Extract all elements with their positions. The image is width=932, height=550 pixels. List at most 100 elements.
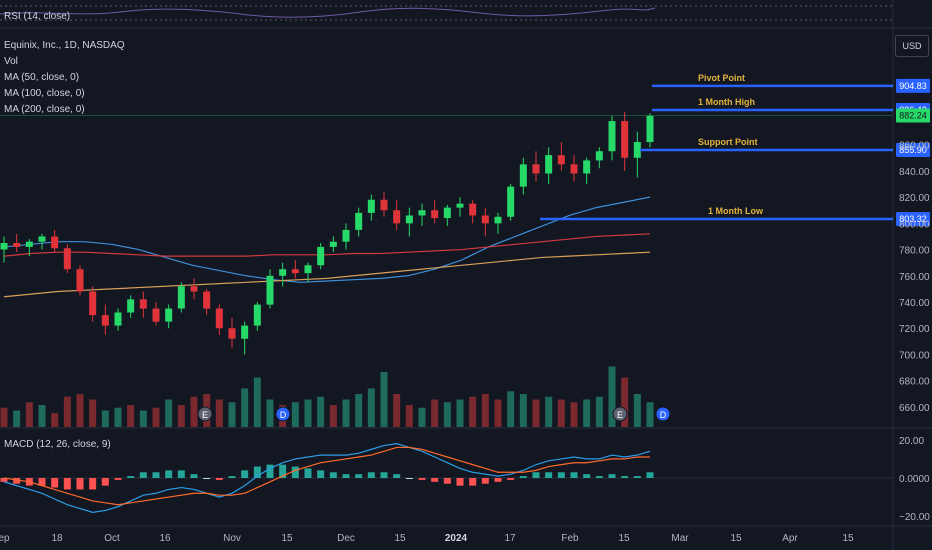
candle-body — [355, 212, 363, 230]
indicator-ma50[interactable]: MA (50, close, 0) — [4, 72, 79, 83]
candle-body — [583, 160, 591, 174]
macd-histogram-bar — [595, 476, 603, 478]
time-tick: Dec — [337, 533, 355, 544]
volume-bar — [228, 402, 236, 427]
candle-body — [519, 164, 527, 187]
candle-body — [380, 199, 388, 211]
macd-line — [3, 443, 651, 513]
macd-histogram-bar — [51, 478, 59, 488]
candle-body — [76, 269, 84, 292]
1-month-low-label: 1 Month Low — [708, 206, 764, 216]
volume-bar — [127, 405, 135, 427]
time-tick: 16 — [159, 533, 171, 544]
macd-histogram-bar — [469, 478, 477, 486]
signal-line — [3, 446, 650, 506]
macd-label: MACD (12, 26, close, 9) — [4, 439, 111, 450]
candle-body — [329, 241, 337, 247]
macd-histogram-bar — [519, 476, 527, 478]
volume-bar — [519, 394, 527, 427]
time-tick: Oct — [104, 533, 120, 544]
macd-histogram-bar — [342, 474, 350, 478]
earnings-badge[interactable] — [612, 406, 628, 422]
volume-bar — [0, 407, 8, 427]
macd-histogram-bar — [507, 478, 515, 480]
time-tick: 17 — [504, 533, 516, 544]
candle-body — [393, 210, 401, 224]
volume-bar — [215, 399, 223, 427]
volume-bar — [443, 402, 451, 427]
macd-histogram-bar — [380, 472, 388, 478]
macd-histogram-bar — [405, 478, 413, 479]
candle-body — [13, 243, 21, 247]
volume-bar — [393, 394, 401, 427]
macd-histogram-bar — [127, 476, 135, 478]
support-point-label: Support Point — [698, 137, 758, 147]
candle-body — [241, 325, 249, 339]
support-point-value: 855.90 — [899, 145, 927, 155]
price-tick: 800.00 — [899, 219, 930, 230]
candle-body — [203, 291, 211, 309]
macd-histogram-bar — [481, 478, 489, 484]
badge-letter: E — [202, 410, 208, 420]
volume-bar — [139, 410, 147, 427]
time-tick: 15 — [618, 533, 630, 544]
candle-body — [291, 269, 299, 274]
candlesticks — [0, 111, 654, 355]
macd-histogram-bar — [393, 474, 401, 478]
rsi-line — [0, 7, 656, 18]
time-axis[interactable]: ep 18 Oct 16 Nov 15 Dec 15 2024 17 Feb 15 Mar 15 Apr 15 — [0, 533, 854, 544]
macd-histogram-bar — [329, 472, 337, 478]
macd-histogram-bar — [557, 472, 565, 478]
macd-histogram-bar — [646, 472, 654, 478]
price-tick: 720.00 — [899, 324, 930, 335]
volume-bar — [557, 399, 565, 427]
moving-averages — [3, 196, 651, 298]
indicator-ma100[interactable]: MA (100, close, 0) — [4, 88, 85, 99]
candle-body — [253, 304, 261, 326]
indicator-ma200[interactable]: MA (200, close, 0) — [4, 104, 85, 115]
earnings-badge[interactable] — [197, 406, 213, 422]
currency-button[interactable]: USD — [895, 35, 929, 57]
candle-body — [532, 164, 540, 174]
support-point-tag — [896, 143, 930, 158]
macd-histogram-bar — [89, 478, 97, 490]
candle-body — [51, 236, 59, 249]
volume-bar — [304, 399, 312, 427]
candle-body — [190, 286, 198, 292]
volume-bar — [89, 399, 97, 427]
candle-body — [266, 275, 274, 305]
dividend-badge[interactable] — [655, 406, 671, 422]
macd-histogram-bar — [152, 472, 160, 478]
price-tick: 820.00 — [899, 193, 930, 204]
macd-histogram-bar — [418, 478, 426, 480]
last-price-value: 882.24 — [899, 111, 927, 121]
volume-bar — [190, 396, 198, 427]
candle-body — [557, 155, 565, 165]
badge-letter: E — [617, 410, 623, 420]
dividend-badge[interactable] — [275, 406, 291, 422]
candle-body — [456, 203, 464, 208]
candle-body — [507, 186, 515, 217]
macd-histogram-bar — [583, 474, 591, 478]
macd-histogram-bar — [266, 464, 274, 478]
volume-bar — [545, 396, 553, 427]
rsi-label: RSI (14, close) — [4, 11, 70, 22]
ma100-line — [3, 233, 651, 257]
indicator-vol[interactable]: Vol — [4, 56, 18, 67]
badge-letter: D — [660, 410, 667, 420]
volume-bar — [38, 405, 46, 427]
volume-bar — [253, 377, 261, 427]
price-axis[interactable]: 860.00 840.00 820.00 800.00 780.00 760.00 740.… — [899, 141, 930, 414]
1-month-low-value: 803.32 — [899, 214, 927, 224]
ma50-line — [3, 196, 651, 283]
macd-histogram-bar — [494, 478, 502, 482]
volume-bar — [114, 407, 122, 427]
volume-bars — [0, 366, 654, 427]
candle-body — [304, 265, 312, 274]
macd-histogram-bar — [241, 470, 249, 478]
badge-letter: D — [280, 410, 287, 420]
1-month-high-label: 1 Month High — [698, 97, 755, 107]
volume-bar — [342, 399, 350, 427]
